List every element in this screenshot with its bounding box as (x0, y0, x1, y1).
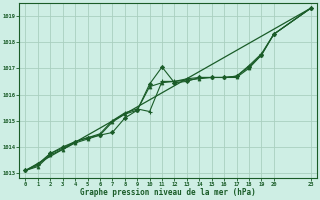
X-axis label: Graphe pression niveau de la mer (hPa): Graphe pression niveau de la mer (hPa) (80, 188, 256, 197)
